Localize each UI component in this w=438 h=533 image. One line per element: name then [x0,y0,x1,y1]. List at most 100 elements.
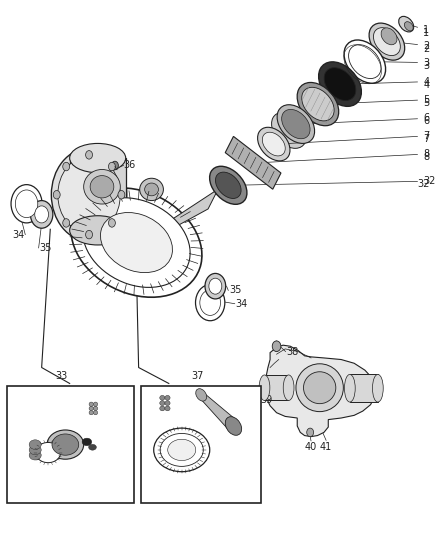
Text: 40: 40 [305,442,317,452]
Ellipse shape [259,375,270,400]
Text: 7: 7 [423,134,430,144]
Ellipse shape [154,428,210,472]
Ellipse shape [70,216,126,245]
Text: 3: 3 [373,58,429,68]
Circle shape [85,230,92,239]
Circle shape [272,341,281,352]
Ellipse shape [404,22,413,31]
Text: 34: 34 [12,230,25,240]
Ellipse shape [89,410,93,415]
Ellipse shape [318,62,361,107]
Bar [141,386,261,503]
Ellipse shape [71,188,202,297]
Text: 6: 6 [424,116,430,126]
Text: 7: 7 [280,131,429,144]
Ellipse shape [140,253,147,260]
Ellipse shape [132,247,139,254]
Ellipse shape [93,402,98,406]
Ellipse shape [30,200,53,228]
Ellipse shape [11,184,42,223]
Ellipse shape [282,109,310,139]
Ellipse shape [344,40,385,83]
Ellipse shape [138,251,145,259]
Ellipse shape [47,430,84,459]
Ellipse shape [35,442,60,463]
Ellipse shape [296,364,343,411]
Ellipse shape [89,406,93,410]
Text: 5: 5 [326,95,429,105]
Ellipse shape [283,375,294,400]
Circle shape [63,162,70,171]
Ellipse shape [262,132,285,156]
Ellipse shape [165,401,170,406]
Circle shape [85,151,92,159]
Text: 2: 2 [394,41,429,51]
Ellipse shape [93,410,98,415]
Text: 34: 34 [236,298,248,309]
Bar [7,386,134,503]
Ellipse shape [225,417,242,435]
Ellipse shape [29,450,41,460]
Text: 1: 1 [409,25,429,35]
Ellipse shape [200,290,220,316]
Text: 32: 32 [417,179,430,189]
Ellipse shape [165,395,170,400]
Ellipse shape [82,438,92,446]
Ellipse shape [131,246,138,253]
Ellipse shape [136,250,143,257]
Circle shape [118,190,125,199]
Ellipse shape [165,406,170,411]
Ellipse shape [160,401,165,406]
Ellipse shape [209,278,222,294]
Ellipse shape [297,83,339,126]
Ellipse shape [84,169,120,204]
Ellipse shape [145,183,159,196]
Text: 39: 39 [260,395,272,406]
Polygon shape [265,345,376,437]
Ellipse shape [210,166,247,204]
Ellipse shape [258,127,290,161]
Circle shape [63,219,70,227]
Text: 35: 35 [229,286,241,295]
Ellipse shape [51,148,127,241]
Ellipse shape [168,439,196,461]
Ellipse shape [304,372,336,403]
Ellipse shape [134,248,141,256]
Ellipse shape [272,112,306,148]
Polygon shape [225,136,281,189]
Ellipse shape [372,374,383,402]
Polygon shape [131,189,218,252]
Ellipse shape [29,445,41,455]
Text: 2: 2 [423,44,430,53]
Ellipse shape [160,395,165,400]
Text: 5: 5 [423,98,430,108]
Ellipse shape [399,17,414,32]
Ellipse shape [89,402,93,406]
Text: 4: 4 [424,80,430,90]
Ellipse shape [381,28,397,45]
Ellipse shape [302,87,334,121]
Ellipse shape [324,68,356,101]
Ellipse shape [35,206,49,223]
Ellipse shape [83,198,190,287]
Circle shape [109,162,115,171]
Ellipse shape [15,190,38,217]
Circle shape [109,219,115,227]
Ellipse shape [160,406,165,411]
Ellipse shape [52,434,79,455]
Ellipse shape [277,104,314,143]
Text: 36: 36 [124,160,136,171]
Text: 6: 6 [303,114,429,124]
Ellipse shape [196,389,207,401]
Ellipse shape [349,45,381,78]
Circle shape [307,428,314,437]
Ellipse shape [70,143,126,173]
Circle shape [111,161,118,169]
Bar [70,158,126,230]
Ellipse shape [140,178,163,200]
Text: 8: 8 [424,152,430,162]
Text: 38: 38 [286,346,299,357]
Text: 41: 41 [320,442,332,452]
Circle shape [53,190,60,199]
Ellipse shape [374,28,400,55]
